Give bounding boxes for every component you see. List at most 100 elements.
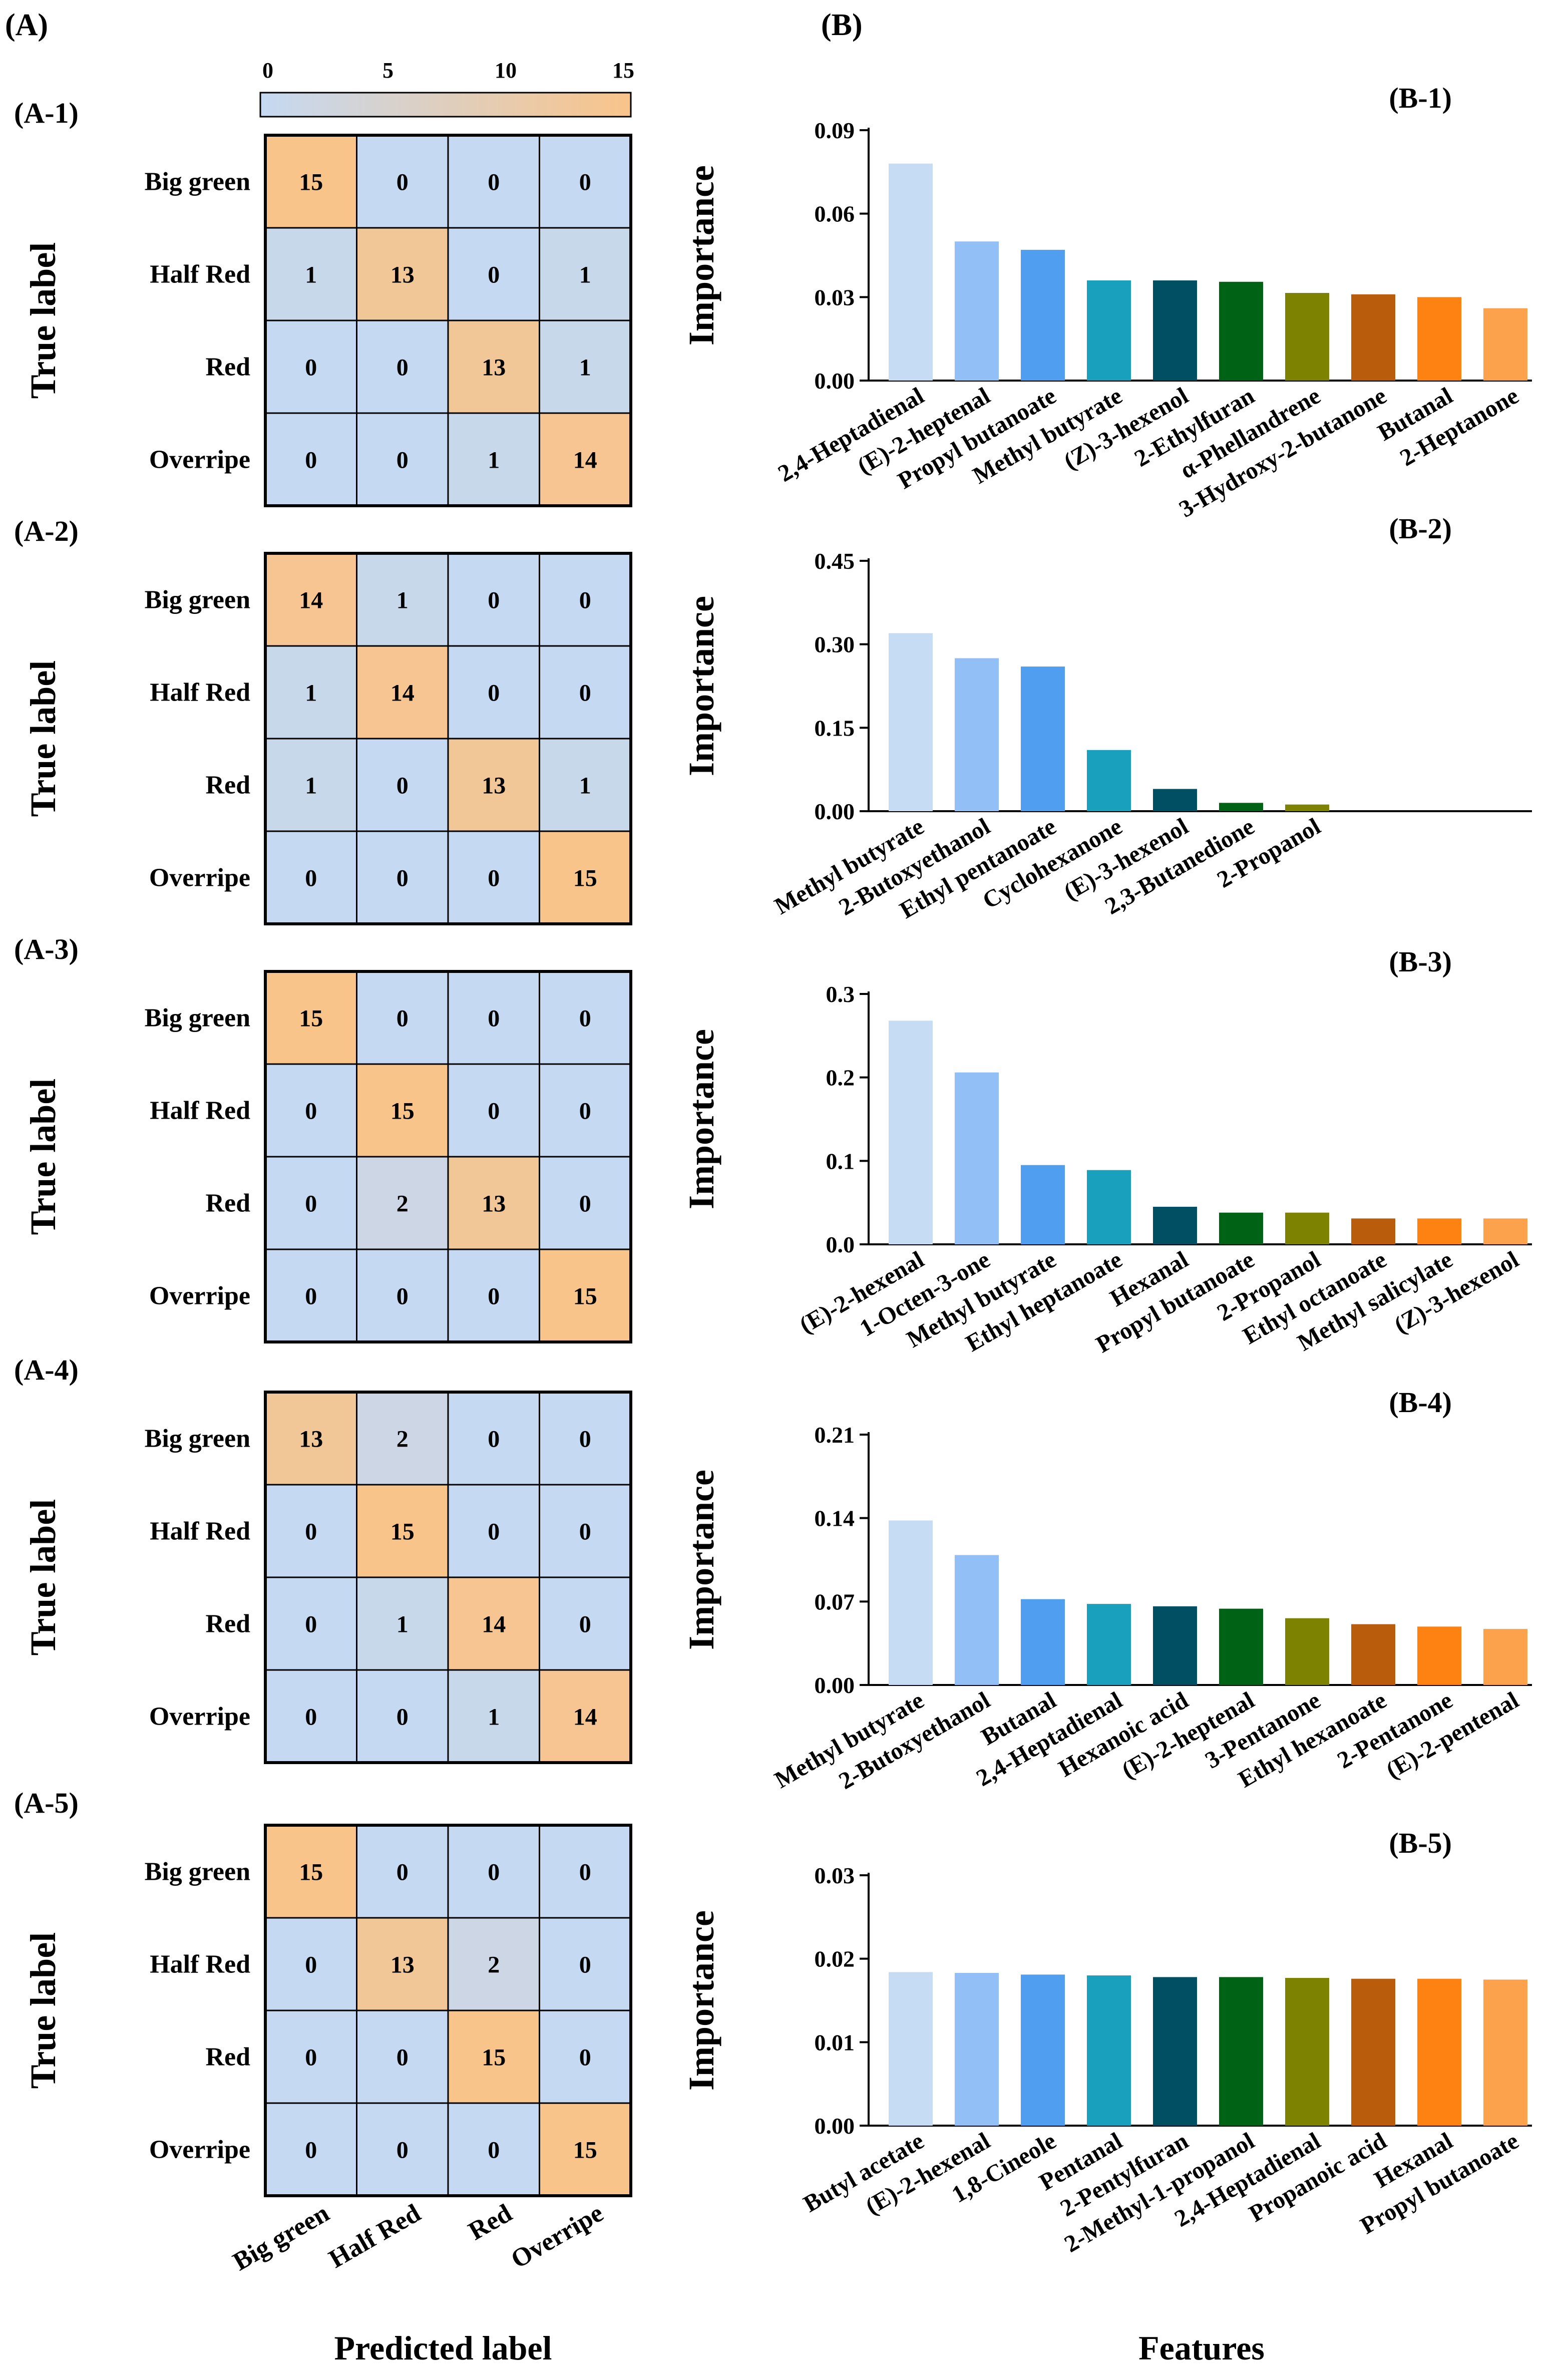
importance-chart-label: (B-5) [1389,1827,1452,1859]
importance-bar [1417,297,1461,381]
heatmap-cell [356,1576,449,1671]
importance-bar [889,1972,933,2126]
heatmap-col-label: Red [464,2199,517,2246]
heatmap-cell [447,1156,540,1250]
features-title: Features [1138,2329,1265,2367]
heatmap-row-label: Half Red [150,1097,250,1125]
y-tick-label: 0.3 [826,981,855,1007]
importance-bar [1285,1618,1329,1685]
heatmap-cell-value: 15 [299,1859,323,1886]
heatmap-cell-value: 0 [397,169,409,196]
importance-bar [955,1072,999,1244]
heatmap-cell [447,738,540,832]
confusion-matrices: (A-1) 15 0 0 0 Big green 1 13 0 1 Half Red 0 0 13 1 Red… [14,97,632,2276]
heatmap-cell-value: 14 [299,587,323,614]
heatmap-cell-value: 1 [397,1611,409,1638]
heatmap-cell-value: 0 [579,680,591,707]
heatmap-cell-value: 0 [488,1426,500,1453]
heatmap-cell-value: 0 [305,1098,317,1125]
heatmap-cell-value: 2 [397,1191,409,1217]
heatmap-cell-value: 0 [397,1283,409,1310]
heatmap-cell-value: 0 [397,1859,409,1886]
importance-bar [889,163,933,381]
heatmap-row-label: Half Red [150,260,250,289]
heatmap-row-label: Half Red [150,1517,250,1546]
importance-axis-title: Importance [681,1470,721,1650]
heatmap-cell-value: 0 [397,865,409,892]
heatmap-cell [447,1669,540,1764]
heatmap-row-label: Overripe [149,864,250,892]
heatmap-cell-value: 14 [482,1611,506,1638]
heatmap-cell [447,970,540,1065]
importance-bar [1021,1599,1065,1685]
importance-bar [1219,803,1263,811]
heatmap-cell-value: 13 [390,1952,415,1978]
heatmap-cell-value: 0 [579,1426,591,1453]
importance-bar [1153,789,1197,811]
importance-bar [1483,1218,1527,1244]
heatmap-cell-value: 0 [305,2137,317,2164]
heatmap-cell-value: 1 [305,680,317,707]
importance-chart: (B-3)0.00.10.20.3Importance(E)-2-hexenal… [681,945,1532,1358]
heatmap-cell-value: 13 [482,773,506,799]
heatmap-row-label: Overripe [149,1282,250,1310]
heatmap-frame [264,1391,632,1764]
importance-chart: (B-1)0.000.030.060.09Importance2,4-Hepta… [681,82,1532,523]
importance-chart-label: (B-1) [1389,82,1452,114]
y-tick-label: 0.30 [815,632,855,657]
importance-axis-title: Importance [681,1029,721,1209]
importance-chart-label: (B-4) [1389,1386,1452,1419]
true-label-title: True label [23,1932,63,2089]
y-tick-label: 0.00 [815,799,855,824]
heatmap-cell [264,134,357,229]
heatmap-cell-value: 1 [488,447,500,474]
heatmap-cell [356,645,449,740]
heatmap-row-label: Overripe [149,1703,250,1731]
heatmap-cell [356,412,449,507]
heatmap-cell [356,1669,449,1764]
heatmap-row-label: Half Red [150,679,250,707]
y-tick-label: 0.45 [815,548,855,574]
heatmap-cell-value: 0 [397,1704,409,1731]
y-tick-label: 0.00 [815,368,855,394]
heatmap-cell [264,830,357,925]
heatmap-cell [356,2009,449,2104]
heatmap-cell [539,227,632,321]
importance-bar [955,241,999,381]
heatmap-cell-value: 0 [579,1859,591,1886]
heatmap-cell [356,1484,449,1578]
y-tick-label: 0.03 [815,1863,855,1888]
confusion-matrix: (A-3) 15 0 0 0 Big green 0 15 0 0 Half Red 0 2 13 0 Red… [14,933,632,1343]
heatmap-cell-value: 15 [299,1005,323,1032]
importance-bar [955,658,999,811]
confusion-matrix: (A-2) 14 1 0 0 Big green 1 14 0 0 Half Red 1 0 13 1 Red… [14,515,632,925]
heatmap-col-label: Half Red [324,2199,425,2274]
true-label-title: True label [23,242,63,399]
importance-bar [1285,1212,1329,1244]
heatmap-col-label: Overripe [506,2199,608,2274]
heatmap-cell-value: 0 [488,169,500,196]
importance-bar [1285,804,1329,811]
heatmap-cell [356,1248,449,1343]
heatmap-cell [539,1156,632,1250]
heatmap-cell-value: 0 [579,2045,591,2071]
heatmap-cell-value: 0 [397,447,409,474]
heatmap-cell [539,319,632,414]
y-tick-label: 0.0 [826,1232,855,1257]
heatmap-cell [356,227,449,321]
heatmap-cell-value: 0 [305,865,317,892]
importance-bar [1285,1978,1329,2126]
heatmap-cell [447,645,540,740]
importance-bar-charts: (B-1)0.000.030.060.09Importance2,4-Hepta… [681,82,1532,2258]
importance-bar [1351,1218,1395,1244]
heatmap-cell-value: 0 [305,447,317,474]
heatmap-cell-value: 0 [305,1191,317,1217]
importance-bar [1483,1629,1527,1685]
importance-bar [1087,280,1131,381]
confusion-matrix-label: (A-2) [14,515,79,547]
true-label-title: True label [23,1079,63,1235]
heatmap-cell [539,1669,632,1764]
heatmap-row-label: Red [205,771,250,800]
heatmap-cell [356,1063,449,1158]
importance-bar [1087,750,1131,811]
